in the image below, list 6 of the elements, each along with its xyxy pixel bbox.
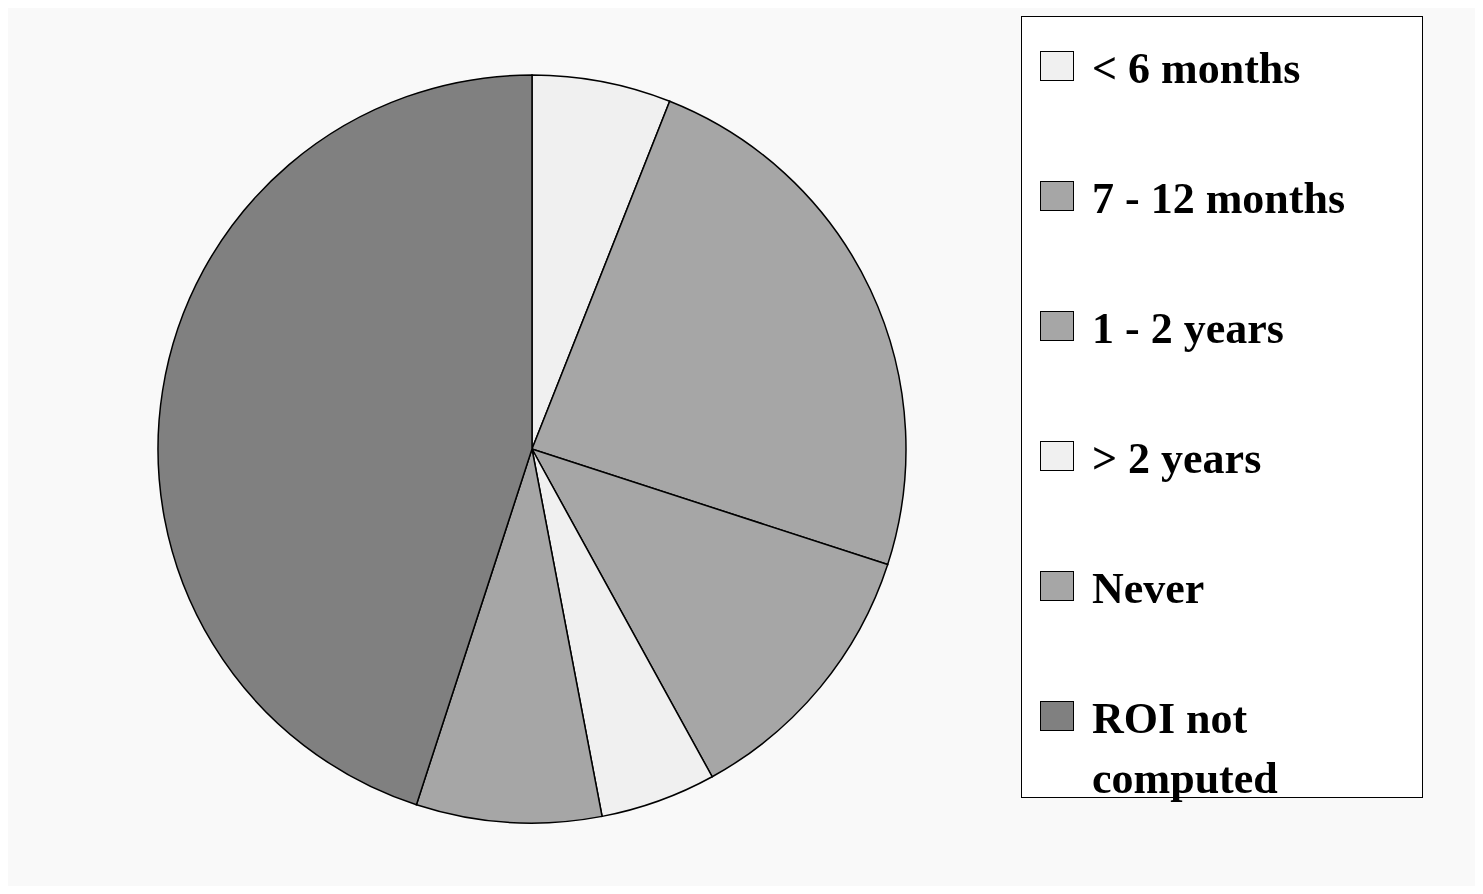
legend-label: 7 - 12 months (1092, 173, 1347, 225)
legend-label: ROI not computed (1092, 693, 1279, 805)
legend-label: Never (1092, 563, 1206, 615)
legend-label: < 6 months (1092, 43, 1302, 95)
legend-label: 1 - 2 years (1092, 303, 1285, 355)
legend-label: > 2 years (1092, 433, 1263, 485)
